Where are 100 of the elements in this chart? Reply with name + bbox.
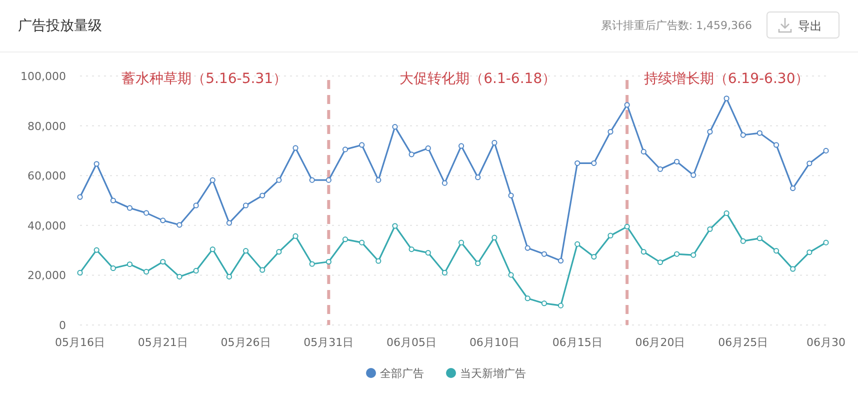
annotation: 大促转化期（6.1-6.18）	[400, 71, 556, 87]
point	[773, 248, 780, 254]
legend-label: 全部广告	[380, 367, 424, 380]
point	[126, 261, 133, 268]
point	[342, 236, 348, 242]
x-tick-label: 06月05日	[386, 336, 437, 349]
point	[126, 205, 133, 211]
point	[408, 246, 414, 252]
point	[674, 158, 680, 164]
point	[276, 248, 282, 255]
point	[624, 224, 630, 230]
x-tick-label: 06月25日	[718, 336, 768, 349]
chart-subtitle: 累计排重后广告数: 1,459,366	[600, 19, 752, 32]
point	[376, 177, 382, 183]
point	[657, 166, 664, 172]
point	[640, 248, 646, 255]
point	[790, 186, 796, 192]
point	[342, 146, 348, 152]
point	[806, 249, 812, 256]
point	[425, 250, 431, 256]
point	[193, 202, 199, 208]
point	[309, 261, 315, 267]
point	[193, 268, 199, 274]
y-tick-label: 0	[59, 319, 66, 332]
point	[690, 252, 696, 258]
point	[77, 194, 83, 200]
point	[309, 177, 315, 183]
legend-label: 当天新增广告	[460, 367, 526, 380]
point	[541, 300, 547, 306]
point	[492, 140, 498, 146]
text: 导出	[798, 19, 822, 33]
point	[475, 260, 481, 266]
y-tick-label: 40,000	[28, 219, 66, 232]
point	[707, 226, 713, 232]
point	[524, 296, 530, 302]
point	[608, 128, 614, 135]
point	[657, 259, 664, 266]
point	[558, 258, 564, 264]
point	[392, 124, 398, 130]
point	[541, 251, 547, 257]
point	[724, 210, 730, 216]
point	[640, 148, 646, 154]
point	[458, 143, 464, 149]
point	[144, 210, 150, 216]
point	[260, 267, 266, 273]
point	[508, 272, 514, 278]
point	[773, 142, 780, 148]
point	[756, 236, 762, 242]
point	[110, 198, 116, 204]
point	[242, 248, 249, 254]
point	[790, 266, 796, 272]
point	[94, 247, 100, 253]
annotation: 持续增长期（6.19-6.30）	[644, 71, 810, 87]
x-tick-label: 05月21日	[138, 336, 188, 349]
point	[276, 177, 282, 183]
point	[144, 268, 150, 275]
point	[210, 177, 216, 183]
x-tick-label: 06月10日	[469, 336, 520, 349]
annotation: 蓄水种草期（5.16-5.31）	[122, 71, 288, 87]
point	[740, 238, 746, 244]
point	[806, 160, 812, 166]
point	[292, 145, 298, 151]
y-tick-label: 100,000	[20, 70, 66, 83]
point	[326, 177, 332, 183]
x-tick-label: 05月16日	[55, 336, 105, 349]
point	[242, 202, 249, 208]
point	[160, 218, 166, 224]
point	[94, 161, 100, 167]
point	[724, 96, 730, 102]
point	[756, 130, 762, 136]
y-tick-label: 60,000	[28, 170, 66, 183]
point	[707, 128, 713, 135]
point	[359, 142, 365, 148]
point	[508, 192, 514, 198]
point	[442, 180, 448, 186]
x-tick-label: 06月15日	[552, 336, 602, 349]
point	[176, 274, 182, 280]
point	[558, 302, 564, 308]
point	[226, 274, 232, 280]
point	[226, 220, 232, 226]
point	[160, 258, 166, 265]
point	[425, 145, 431, 152]
y-tick-label: 20,000	[28, 269, 66, 282]
point	[823, 148, 829, 154]
y-tick-label: 80,000	[28, 120, 66, 133]
point	[608, 232, 614, 238]
point	[740, 132, 746, 138]
point	[492, 234, 498, 240]
x-tick-label: 06月30	[806, 336, 846, 349]
point	[210, 246, 216, 252]
point	[624, 102, 630, 108]
x-tick-label: 06月20日	[635, 336, 686, 349]
point	[690, 172, 696, 178]
point	[292, 233, 298, 239]
x-tick-label: 05月31日	[304, 336, 354, 349]
point	[376, 258, 382, 264]
x-tick-label: 05月26日	[220, 336, 271, 349]
point	[591, 160, 597, 166]
point	[392, 223, 398, 229]
point	[823, 240, 829, 246]
